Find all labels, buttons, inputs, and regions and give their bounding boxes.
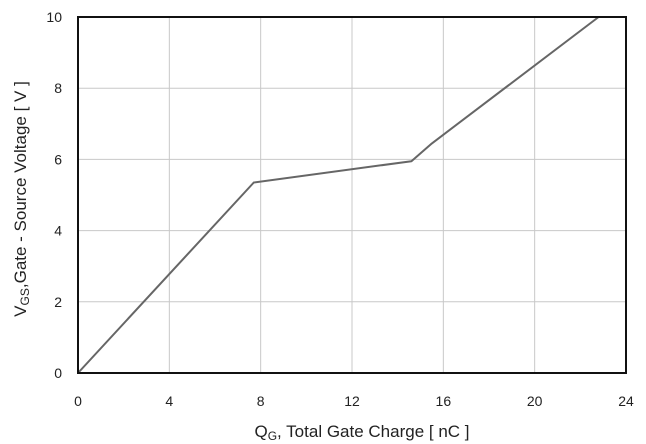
plot-frame xyxy=(77,16,627,374)
grid-lines xyxy=(78,17,626,373)
y-tick-label: 10 xyxy=(46,9,62,25)
x-tick-label: 4 xyxy=(165,393,173,409)
series-layer xyxy=(77,16,600,374)
y-axis-title-subscript: GS xyxy=(18,288,32,305)
y-tick-label: 0 xyxy=(54,365,62,381)
x-tick-label: 20 xyxy=(527,393,543,409)
x-axis-title-prefix: Q xyxy=(254,422,267,441)
x-axis-title-suffix: , Total Gate Charge [ nC ] xyxy=(277,422,469,441)
x-tick-label: 24 xyxy=(618,393,634,409)
x-tick-label: 12 xyxy=(344,393,360,409)
y-axis-title-suffix: ,Gate - Source Voltage [ V ] xyxy=(11,81,30,288)
x-tick-label: 8 xyxy=(257,393,265,409)
x-tick-label: 0 xyxy=(74,393,82,409)
x-tick-labels: 0 4 8 12 16 20 24 xyxy=(74,393,634,409)
y-axis-title-prefix: V xyxy=(11,305,30,317)
y-tick-label: 8 xyxy=(54,80,62,96)
x-axis-title: QG, Total Gate Charge [ nC ] xyxy=(254,422,469,443)
x-axis-title-subscript: G xyxy=(268,429,277,443)
y-tick-label: 4 xyxy=(54,223,62,239)
x-tick-label: 16 xyxy=(436,393,452,409)
series-line xyxy=(77,16,600,374)
y-tick-labels: 0 2 4 6 8 10 xyxy=(46,9,62,381)
y-tick-label: 2 xyxy=(54,294,62,310)
y-tick-label: 6 xyxy=(54,151,62,167)
y-axis-title: VGS,Gate - Source Voltage [ V ] xyxy=(11,81,32,317)
